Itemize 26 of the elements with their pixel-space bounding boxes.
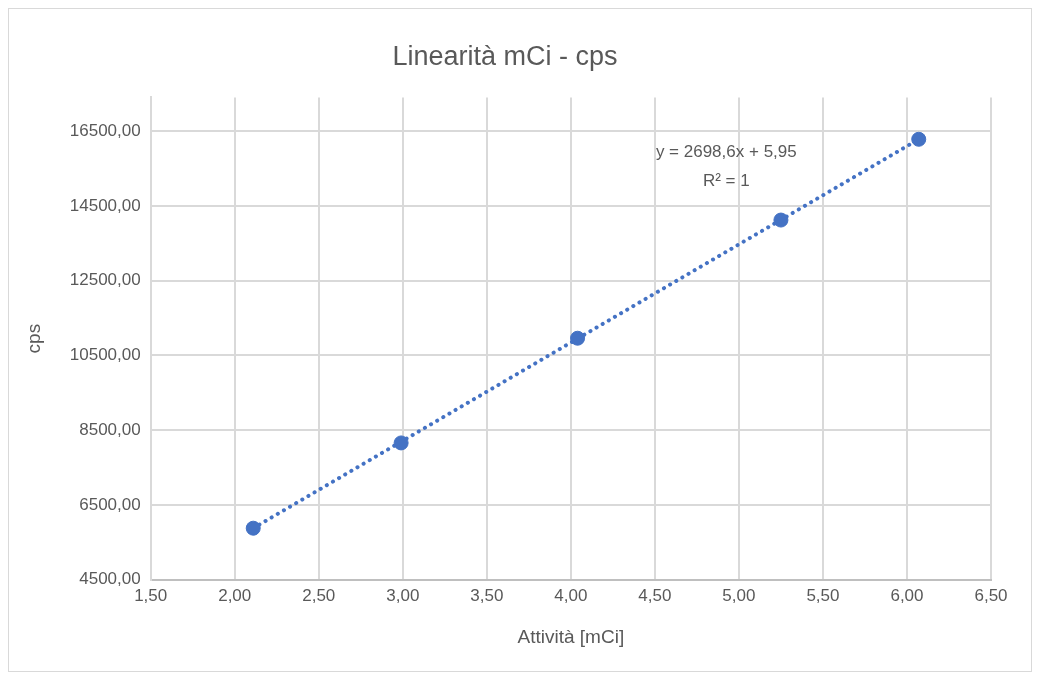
- chart-title: Linearità mCi - cps: [392, 40, 618, 71]
- x-tick-label: 2,00: [218, 585, 252, 605]
- y-tick-label: 10500,00: [69, 345, 141, 365]
- x-tick-label: 4,50: [638, 585, 672, 605]
- y-tick-label: 12500,00: [69, 270, 141, 290]
- point: [393, 435, 409, 451]
- x-tick-label: 3,00: [386, 585, 420, 605]
- point: [570, 330, 586, 346]
- x-tick-label: 3,50: [470, 585, 504, 605]
- x-tick-label: 4,00: [554, 585, 588, 605]
- y-tick-label: 8500,00: [79, 419, 141, 439]
- x-tick-label: 5,50: [806, 585, 840, 605]
- x-tick-label: 6,50: [974, 585, 1008, 605]
- annotation: y = 2698,6x + 5,95: [655, 142, 797, 162]
- y-axis-title: cps: [22, 323, 44, 354]
- x-tick-label: 6,00: [890, 585, 924, 605]
- x-tick-label: 5,00: [722, 585, 756, 605]
- y-tick-label: 6500,00: [79, 494, 141, 514]
- point: [911, 131, 927, 147]
- x-axis-title: Attività [mCi]: [517, 625, 625, 647]
- x-tick-label: 2,50: [302, 585, 336, 605]
- point: [773, 212, 789, 228]
- annotation: R² = 1: [702, 171, 750, 191]
- y-tick-label: 14500,00: [69, 195, 141, 215]
- y-tick-label: 16500,00: [69, 120, 141, 140]
- point: [245, 520, 261, 536]
